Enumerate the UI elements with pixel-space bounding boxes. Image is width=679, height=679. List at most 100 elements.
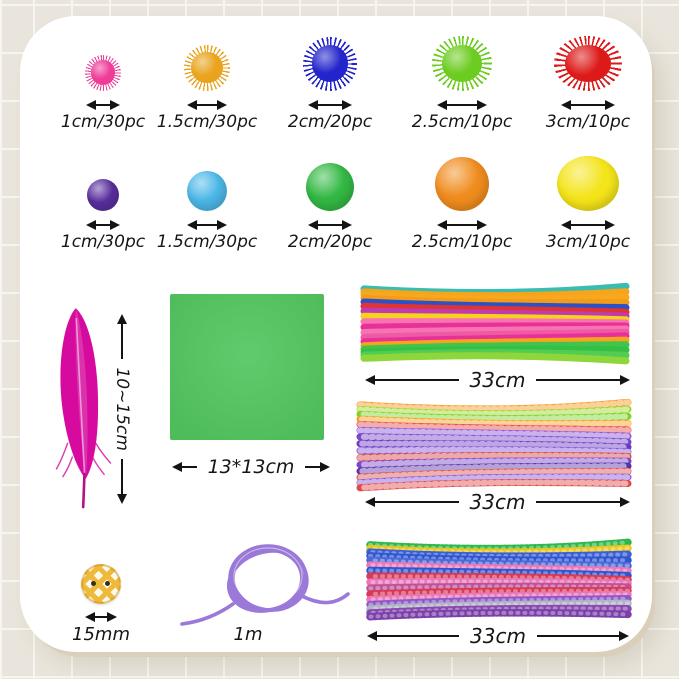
arrowhead-left: [561, 99, 571, 110]
arrow-line: [377, 635, 460, 637]
button-image: [81, 564, 121, 604]
arrowhead-right: [342, 219, 352, 230]
arrowhead-left: [85, 612, 95, 622]
button-size-arrow: [85, 612, 117, 622]
size-arrow: [187, 99, 227, 110]
cord-length-label: 1m: [233, 624, 263, 645]
glitter-pom-cell-1: 1cm/30pc: [38, 36, 168, 132]
arrow-line: [375, 501, 459, 503]
bundle-length-arrow: 33cm: [365, 368, 630, 392]
arrow-line: [536, 501, 620, 503]
arrowhead-right: [605, 99, 615, 110]
size-label: 2cm/20pc: [287, 111, 373, 132]
arrowhead-right: [620, 375, 630, 385]
pom-green: [306, 162, 354, 211]
glitter-pom-cell-3: 2cm/20pc: [265, 36, 395, 132]
content-card: 1cm/30pc 1.5cm/30pc 2cm/20pc 2.5cm/10pc …: [20, 16, 652, 652]
arrowhead-left: [437, 219, 447, 230]
arrowhead-left: [86, 99, 96, 110]
arrowhead-right: [477, 99, 487, 110]
paper-size-label: 13*13cm: [207, 455, 295, 478]
bundle-length-label: 33cm: [470, 624, 526, 648]
arrow-line: [96, 103, 110, 106]
arrow-line: [536, 635, 619, 637]
pom-lightblue: [187, 170, 227, 211]
pipe-cleaner-bundle-solid: [360, 282, 630, 365]
glitter-pom-gold: [184, 44, 230, 91]
size-label: 3cm/10pc: [545, 231, 631, 252]
bundle-length-arrow: 33cm: [365, 490, 630, 514]
arrowhead-right: [342, 99, 352, 110]
glitter-pom-cell-4: 2.5cm/10pc: [397, 36, 527, 132]
glitter-pom-blue: [303, 36, 357, 91]
feather-length-label-wrap: 10~15cm: [110, 359, 134, 459]
arrowhead-right: [619, 631, 629, 641]
pipe-cleaner-bundle-glitter: [366, 538, 632, 621]
size-label: 2.5cm/10pc: [411, 231, 513, 252]
size-arrow: [86, 219, 120, 230]
arrow-line: [571, 223, 605, 226]
size-label: 1.5cm/30pc: [156, 231, 258, 252]
arrow-line: [318, 223, 342, 226]
size-arrow: [86, 99, 120, 110]
size-arrow: [308, 219, 352, 230]
arrow-line: [447, 223, 477, 226]
plain-pom-cell-3: 2cm/20pc: [265, 156, 395, 252]
size-arrow: [561, 219, 615, 230]
arrowhead-right: [217, 99, 227, 110]
paper-square-image: [170, 294, 324, 440]
bundle-length-label: 33cm: [469, 368, 526, 392]
arrowhead-left: [187, 99, 197, 110]
arrowhead-left: [86, 219, 96, 230]
arrowhead-right: [477, 219, 487, 230]
arrow-line: [95, 616, 107, 618]
pom-purple: [87, 178, 119, 211]
arrow-line: [305, 466, 320, 468]
arrowhead-right: [107, 612, 117, 622]
arrow-line: [571, 103, 605, 106]
button-hole: [91, 581, 96, 586]
arrow-line: [96, 223, 110, 226]
arrowhead-left: [172, 462, 182, 472]
size-arrow: [561, 99, 615, 110]
plain-pom-cell-5: 3cm/10pc: [523, 156, 653, 252]
arrow-line: [318, 103, 342, 106]
feather-image: [55, 308, 112, 509]
plain-pom-cell-2: 1.5cm/30pc: [142, 156, 272, 252]
arrowhead-left: [437, 99, 447, 110]
arrow-line: [197, 223, 217, 226]
arrowhead-up: [117, 314, 127, 324]
plain-pom-cell-4: 2.5cm/10pc: [397, 156, 527, 252]
size-label: 2cm/20pc: [287, 231, 373, 252]
glitter-pom-red: [554, 36, 622, 91]
feather-length-arrow: 10~15cm: [110, 314, 134, 504]
button-hole: [105, 581, 110, 586]
arrowhead-right: [605, 219, 615, 230]
arrowhead-left: [308, 99, 318, 110]
size-label: 1cm/30pc: [60, 111, 146, 132]
glitter-pom-pink: [85, 54, 121, 91]
size-arrow: [308, 99, 352, 110]
arrowhead-right: [217, 219, 227, 230]
glitter-pom-cell-5: 3cm/10pc: [523, 36, 653, 132]
arrowhead-left: [365, 497, 375, 507]
glitter-pom-cell-2: 1.5cm/30pc: [142, 36, 272, 132]
paper-size-arrow: 13*13cm: [172, 455, 330, 479]
bundle-length-arrow: 33cm: [367, 624, 629, 648]
pom-yellow: [557, 156, 619, 211]
arrowhead-right: [620, 497, 630, 507]
size-label: 2.5cm/10pc: [411, 111, 513, 132]
pipe-cleaner-bundle-striped: [356, 398, 632, 492]
pom-orange: [435, 156, 489, 211]
arrowhead-right: [110, 219, 120, 230]
arrowhead-right: [110, 99, 120, 110]
arrow-line: [121, 324, 123, 359]
arrowhead-down: [117, 494, 127, 504]
arrowhead-left: [365, 375, 375, 385]
glitter-pom-green: [432, 36, 492, 91]
arrow-line: [182, 466, 197, 468]
size-label: 3cm/10pc: [545, 111, 631, 132]
arrowhead-left: [367, 631, 377, 641]
arrow-line: [447, 103, 477, 106]
